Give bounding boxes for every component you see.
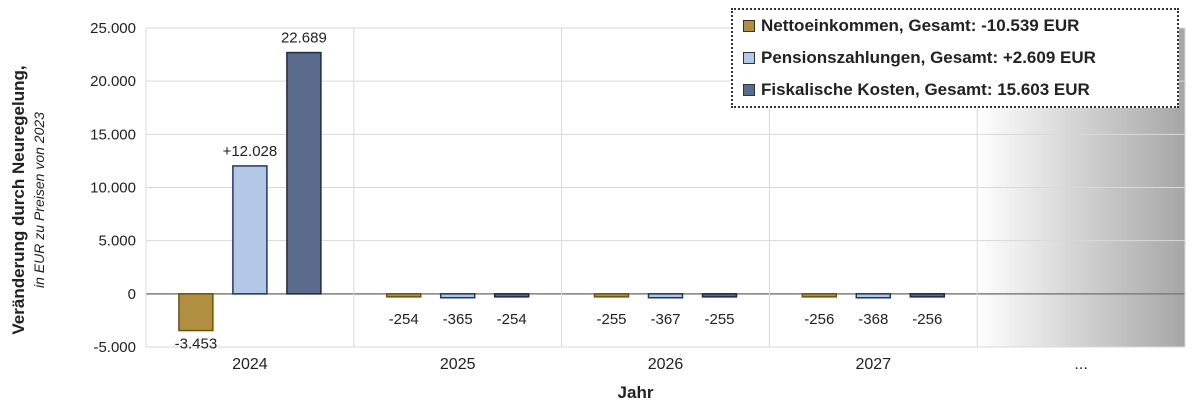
legend-label-nettoeinkommen: Nettoeinkommen, Gesamt: -10.539 EUR <box>761 16 1080 35</box>
bar <box>178 293 214 332</box>
y-tick-label: 15.000 <box>90 126 136 143</box>
y-axis-subtitle: in EUR zu Preisen von 2023 <box>31 112 47 288</box>
y-tick-label: 0 <box>128 286 136 303</box>
legend-swatch-fiskalische-kosten <box>743 84 755 96</box>
y-axis-title: Veränderung durch Neuregelung, <box>9 65 28 334</box>
bar <box>593 293 630 298</box>
legend-label-pensionszahlungen: Pensionszahlungen, Gesamt: +2.609 EUR <box>761 48 1096 67</box>
data-label: -256 <box>912 311 942 328</box>
y-tick-label: 20.000 <box>90 73 136 90</box>
legend: Nettoeinkommen, Gesamt: -10.539 EUR Pens… <box>731 8 1179 108</box>
bar <box>701 293 738 298</box>
bar <box>439 293 476 299</box>
x-tick-label: 2024 <box>232 356 268 373</box>
y-tick-label: -5.000 <box>93 339 136 356</box>
bar <box>493 293 530 298</box>
bar <box>286 51 322 295</box>
legend-swatch-pensionszahlungen <box>743 52 755 64</box>
data-label: -254 <box>497 311 527 328</box>
data-label: 22.689 <box>281 30 327 47</box>
y-tick-label: 5.000 <box>98 233 136 250</box>
x-tick-label: 2027 <box>856 356 892 373</box>
data-label: -368 <box>858 311 888 328</box>
bar <box>855 293 892 299</box>
x-tick-label: ... <box>1074 356 1087 373</box>
data-label: -254 <box>389 311 419 328</box>
legend-item-pensionszahlungen: Pensionszahlungen, Gesamt: +2.609 EUR <box>743 46 1096 70</box>
legend-item-nettoeinkommen: Nettoeinkommen, Gesamt: -10.539 EUR <box>743 14 1079 38</box>
data-label: -3.453 <box>175 336 218 353</box>
data-label: -255 <box>704 311 734 328</box>
x-axis-title: Jahr <box>618 383 654 402</box>
bar <box>647 293 684 299</box>
legend-item-fiskalische-kosten: Fiskalische Kosten, Gesamt: 15.603 EUR <box>743 78 1090 102</box>
bar <box>801 293 838 298</box>
data-label: -365 <box>443 311 473 328</box>
data-label: -367 <box>650 311 680 328</box>
bar <box>909 293 946 298</box>
x-tick-label: 2026 <box>648 356 684 373</box>
y-tick-label: 25.000 <box>90 20 136 37</box>
data-label: +12.028 <box>223 143 278 160</box>
legend-swatch-nettoeinkommen <box>743 20 755 32</box>
bar <box>232 165 268 295</box>
data-label: -255 <box>596 311 626 328</box>
legend-label-fiskalische-kosten: Fiskalische Kosten, Gesamt: 15.603 EUR <box>761 80 1090 99</box>
bar <box>385 293 422 298</box>
x-tick-label: 2025 <box>440 356 476 373</box>
data-label: -256 <box>804 311 834 328</box>
y-tick-label: 10.000 <box>90 180 136 197</box>
